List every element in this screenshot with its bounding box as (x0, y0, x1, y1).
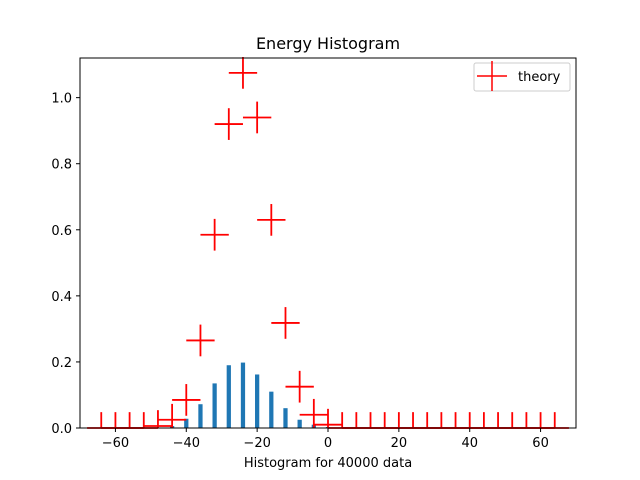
theory-point (101, 412, 130, 429)
theory-point (285, 370, 314, 403)
y-axis-ticks: 0.0 0.2 0.4 0.6 0.8 1.0 (51, 92, 80, 437)
plot-frame (79, 57, 577, 429)
x-axis-label: Histogram for 40000 data (244, 456, 412, 471)
histogram-bar (240, 362, 246, 428)
histogram-bar (255, 374, 260, 428)
theory-point (200, 218, 229, 251)
y-tick-label: 0.8 (51, 158, 72, 173)
theory-point (214, 108, 243, 140)
legend-box (473, 62, 571, 92)
y-tick-label: 0.2 (51, 356, 72, 371)
theory-point (370, 412, 399, 429)
histogram-bar (212, 383, 217, 428)
theory-point (271, 307, 300, 339)
theory-point (356, 412, 385, 429)
theory-point (469, 412, 499, 429)
histogram-bar (269, 391, 274, 428)
theory-point (540, 412, 569, 429)
y-tick-label: 1.0 (51, 92, 72, 107)
theory-point (172, 384, 201, 416)
theory-point (512, 412, 541, 429)
x-tick-label: −40 (173, 436, 200, 451)
theory-point (299, 398, 328, 428)
chart-title: Energy Histogram (256, 34, 400, 53)
theory-point (87, 412, 116, 429)
theory-point (228, 57, 258, 89)
x-tick-label: 20 (391, 436, 408, 451)
theory-point (526, 412, 555, 429)
theory-point (257, 204, 286, 236)
histogram-bar (283, 408, 288, 428)
theory-series (87, 57, 569, 429)
theory-point (342, 412, 371, 429)
x-tick-label: 40 (461, 436, 478, 451)
theory-point (398, 412, 428, 429)
x-tick-label: −60 (102, 436, 129, 451)
y-tick-label: 0.0 (51, 422, 72, 437)
theory-point (483, 412, 513, 429)
histogram-bar (198, 404, 203, 428)
theory-point (413, 412, 442, 429)
legend: theory (473, 61, 571, 92)
theory-point (384, 412, 414, 429)
theory-point (328, 412, 357, 429)
histogram-bar (184, 418, 189, 428)
theory-point (455, 412, 484, 429)
theory-point (441, 412, 470, 429)
theory-point (498, 412, 527, 429)
theory-point (186, 324, 215, 357)
x-axis-ticks: −60 −40 −20 0 20 40 60 (102, 428, 549, 451)
legend-label-theory: theory (518, 70, 561, 85)
theory-point (157, 403, 187, 428)
theory-point (313, 408, 343, 428)
bar-series (155, 362, 331, 428)
histogram-bar (297, 419, 302, 428)
x-tick-label: −20 (243, 436, 270, 451)
x-tick-label: 0 (324, 436, 332, 451)
theory-point (115, 412, 144, 429)
theory-point (427, 412, 456, 429)
histogram-bar (226, 365, 231, 428)
y-tick-label: 0.6 (51, 224, 72, 239)
y-tick-label: 0.4 (51, 290, 72, 305)
theory-point (242, 101, 272, 134)
x-tick-label: 60 (532, 436, 549, 451)
